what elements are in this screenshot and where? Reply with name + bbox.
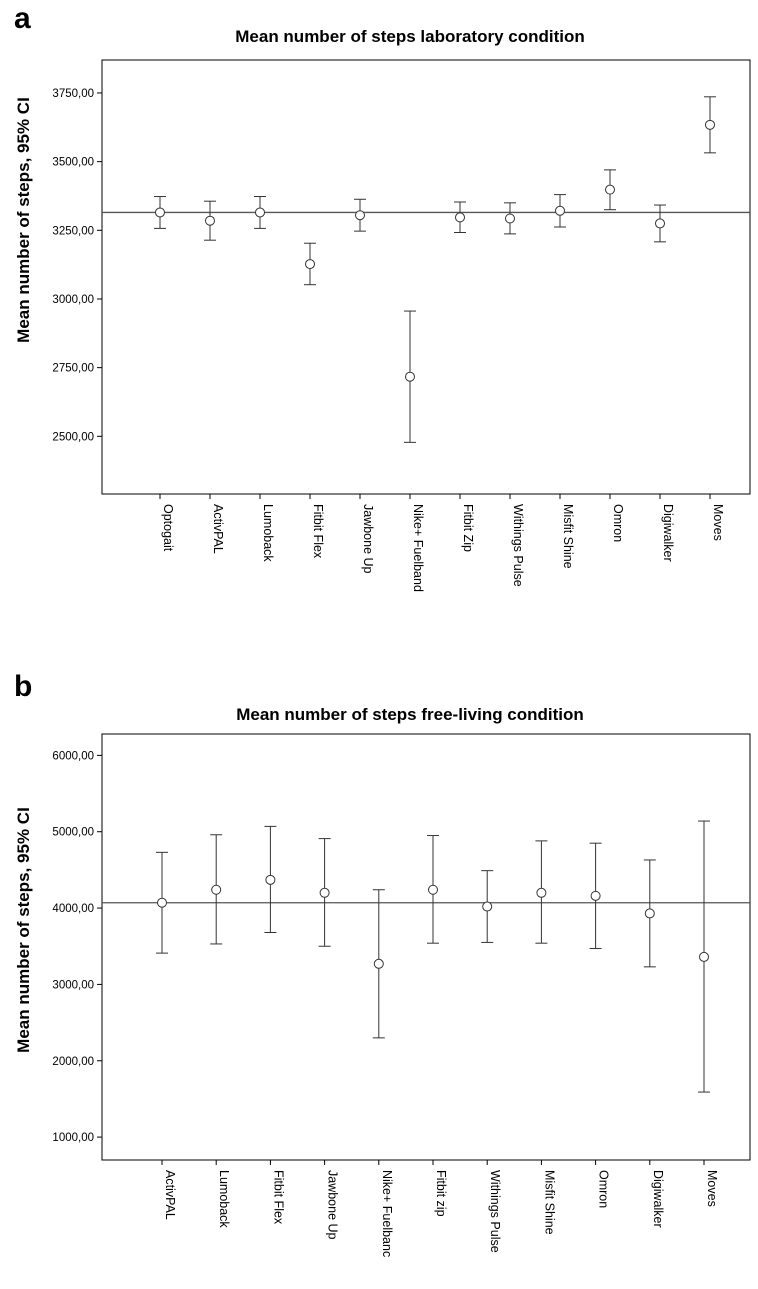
chart-b-mean-point [644,908,655,919]
chart-a-category-label: Fitbit Zip [461,504,475,552]
chart-a-mean-point [355,210,365,221]
chart-b-ytick-label: 2000,00 [52,1056,94,1068]
panel-b: b Mean number of steps free-living condi… [0,660,758,1289]
chart-a-category-label: Optogait [161,504,175,552]
chart-b-category-label: Omron [597,1170,611,1208]
chart-a-mean-point [155,207,165,218]
chart-a-category-label: ActivPAL [211,504,225,554]
panel-a: a Mean number of steps laboratory condit… [0,0,758,640]
chart-b-category-label: Moves [705,1170,719,1207]
chart-a-category-label: Lumoback [261,504,275,562]
chart-a-ytick-label: 3500,00 [52,157,94,169]
chart-b-mean-point [319,887,330,898]
chart-b-ytick-label: 3000,00 [52,979,94,991]
chart-a-ytick-label: 3750,00 [52,88,94,100]
chart-b-ytick-label: 1000,00 [52,1132,94,1144]
chart-b-plot-frame [101,733,751,1161]
chart-b-mean-point [428,884,438,895]
chart-a-title: Mean number of steps laboratory conditio… [235,27,584,46]
chart-b-mean-point [373,958,384,969]
chart-b-ylabel: Mean number of steps, 95% CI [14,807,33,1053]
chart-b-category-label: Withings Pulse [488,1170,502,1253]
chart-a-ylabel: Mean number of steps, 95% CI [14,97,33,343]
chart-b-mean-point [211,884,222,895]
chart-a-mean-point [555,205,565,216]
chart-b-category-label: Fitbit zip [434,1170,448,1217]
chart-a-ytick-label: 3250,00 [52,225,94,237]
chart-a-mean-point [305,259,315,270]
chart-a-mean-point [505,213,515,224]
chart-b-mean-point [157,897,167,908]
chart-b-mean-point [536,887,547,898]
panel-a-letter: a [14,2,31,35]
chart-b-category-label: Fitbit Flex [271,1170,285,1225]
chart-a-category-label: Misfit Shine [561,504,575,569]
chart-b-mean-point [590,890,601,901]
chart-b-category-label: Nike+ Fuelbanc [380,1170,394,1257]
chart-a-mean-point [405,371,415,382]
chart-b-mean-point [699,951,709,962]
chart-b-category-label: Digiwalker [651,1170,665,1228]
chart-b-category-label: Misfit Shine [542,1170,556,1235]
chart-a-mean-point [205,215,215,226]
chart-a-plot-frame [101,59,751,495]
panel-b-letter: b [14,670,33,703]
chart-a-category-label: Fitbit Flex [311,504,325,559]
chart-a-category-label: Moves [711,504,725,541]
chart-b-mean-point [482,901,493,912]
chart-b-ytick-label: 5000,00 [52,827,94,839]
chart-a-category-label: Digiwalker [661,504,675,562]
chart-b-category-label: Lumoback [217,1170,231,1228]
chart-a-mean-point [655,218,665,229]
chart-a-category-label: Jawbone Up [361,504,375,574]
chart-b-category-label: Jawbone Up [326,1170,340,1240]
chart-a-category-label: Withings Pulse [511,504,525,587]
chart-a-ytick-label: 2500,00 [52,431,94,443]
chart-a-mean-point [605,184,615,195]
chart-b-category-label: ActivPAL [163,1170,177,1220]
chart-a-mean-point [255,207,265,218]
chart-a-mean-point [705,119,715,130]
chart-a-mean-point [455,212,465,223]
chart-b-mean-point [265,874,276,885]
chart-a-category-label: Nike+ Fuelband [411,504,425,592]
chart-b-ytick-label: 4000,00 [52,903,94,915]
chart-b-ytick-label: 6000,00 [52,750,94,762]
chart-a: Mean number of steps laboratory conditio… [14,27,751,592]
chart-b: Mean number of steps free-living conditi… [14,705,751,1257]
chart-a-ytick-label: 2750,00 [52,363,94,375]
chart-b-title: Mean number of steps free-living conditi… [236,705,584,724]
chart-a-ytick-label: 3000,00 [52,294,94,306]
chart-a-category-label: Omron [611,504,625,542]
